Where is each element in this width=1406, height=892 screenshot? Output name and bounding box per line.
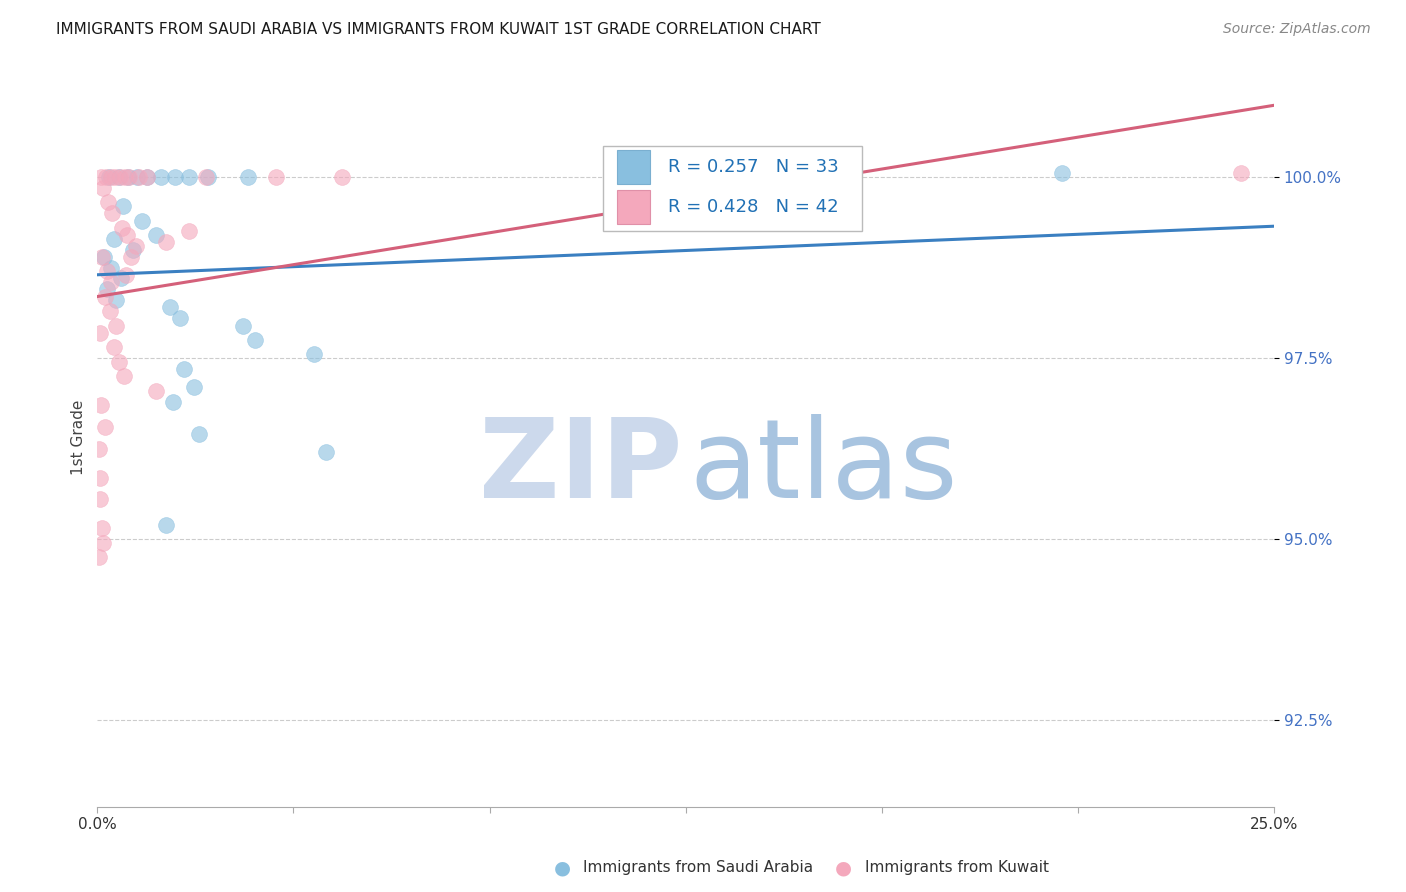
Text: Source: ZipAtlas.com: Source: ZipAtlas.com	[1223, 22, 1371, 37]
Point	[135, 170, 157, 185]
Point	[101, 206, 124, 220]
Point	[87, 550, 110, 565]
Point	[232, 318, 254, 333]
Point	[163, 170, 186, 185]
Point	[104, 170, 127, 185]
Point	[155, 517, 177, 532]
Text: ZIP: ZIP	[479, 414, 682, 521]
Point	[91, 250, 114, 264]
Point	[94, 289, 117, 303]
Point	[179, 170, 201, 185]
Point	[315, 445, 337, 459]
Point	[103, 232, 125, 246]
Point	[100, 260, 122, 275]
Text: atlas: atlas	[689, 414, 957, 521]
Point	[105, 318, 128, 333]
Text: Immigrants from Kuwait: Immigrants from Kuwait	[865, 861, 1049, 875]
Point	[117, 170, 139, 185]
Text: R = 0.257   N = 33: R = 0.257 N = 33	[668, 158, 839, 177]
Point	[118, 170, 141, 185]
Point	[89, 442, 111, 456]
Point	[1052, 167, 1074, 181]
Point	[98, 304, 121, 318]
Point	[127, 170, 149, 185]
Point	[128, 170, 150, 185]
Point	[145, 227, 167, 242]
Point	[105, 293, 128, 308]
Point	[108, 355, 131, 369]
Text: ●: ●	[554, 858, 571, 878]
Point	[89, 470, 111, 484]
Point	[103, 340, 125, 354]
Point	[89, 492, 111, 507]
Point	[162, 394, 184, 409]
Point	[94, 170, 117, 185]
Point	[114, 170, 136, 185]
Text: ●: ●	[835, 858, 852, 878]
Point	[149, 170, 172, 185]
Text: R = 0.428   N = 42: R = 0.428 N = 42	[668, 198, 839, 216]
Point	[302, 347, 325, 361]
FancyBboxPatch shape	[617, 190, 651, 224]
Point	[197, 170, 219, 185]
Point	[90, 170, 112, 185]
Point	[114, 268, 136, 282]
Point	[120, 250, 142, 264]
Point	[173, 362, 195, 376]
Point	[110, 271, 132, 285]
Point	[90, 398, 112, 412]
Point	[111, 220, 134, 235]
Point	[91, 535, 114, 549]
Point	[135, 170, 157, 185]
Point	[169, 311, 191, 326]
Point	[93, 250, 115, 264]
FancyBboxPatch shape	[603, 146, 862, 231]
Point	[145, 384, 167, 398]
Point	[96, 282, 118, 296]
Point	[107, 170, 129, 185]
Point	[179, 224, 201, 238]
FancyBboxPatch shape	[617, 151, 651, 185]
Point	[97, 195, 120, 210]
Point	[90, 521, 112, 535]
Point	[100, 275, 122, 289]
Point	[131, 213, 153, 227]
Point	[187, 427, 209, 442]
Point	[91, 181, 114, 195]
Point	[98, 170, 121, 185]
Point	[675, 202, 697, 217]
Point	[121, 243, 143, 257]
Point	[194, 170, 217, 185]
Point	[236, 170, 259, 185]
Point	[108, 170, 131, 185]
Point	[264, 170, 287, 185]
Point	[100, 170, 122, 185]
Point	[330, 170, 353, 185]
Point	[155, 235, 177, 250]
Point	[1230, 167, 1253, 181]
Point	[125, 239, 148, 253]
Y-axis label: 1st Grade: 1st Grade	[72, 401, 86, 475]
Point	[112, 369, 135, 384]
Point	[94, 420, 117, 434]
Point	[243, 333, 266, 347]
Point	[96, 264, 118, 278]
Point	[112, 199, 135, 213]
Text: IMMIGRANTS FROM SAUDI ARABIA VS IMMIGRANTS FROM KUWAIT 1ST GRADE CORRELATION CHA: IMMIGRANTS FROM SAUDI ARABIA VS IMMIGRAN…	[56, 22, 821, 37]
Point	[115, 227, 138, 242]
Point	[183, 380, 205, 394]
Text: Immigrants from Saudi Arabia: Immigrants from Saudi Arabia	[583, 861, 814, 875]
Point	[89, 326, 111, 340]
Point	[159, 301, 181, 315]
